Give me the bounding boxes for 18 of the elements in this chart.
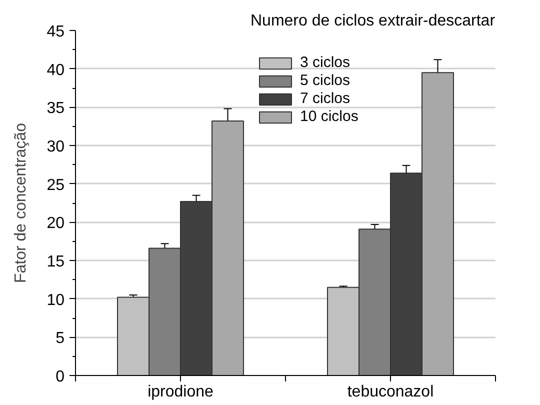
y-tick-label: 10 xyxy=(46,292,65,309)
legend-label: 3 ciclos xyxy=(300,54,350,71)
y-tick-label: 0 xyxy=(56,368,65,386)
y-tick-label: 40 xyxy=(46,62,65,79)
y-tick-label: 20 xyxy=(46,215,65,232)
x-tick-label: iprodione xyxy=(148,384,214,400)
legend-label: 5 ciclos xyxy=(300,72,350,89)
legend-label: 10 ciclos xyxy=(300,108,358,125)
y-tick-label: 35 xyxy=(46,100,65,118)
x-tick-label: tebuconazol xyxy=(347,384,434,400)
legend-title: Numero de ciclos extrair-descartar xyxy=(250,12,496,30)
y-tick-label: 15 xyxy=(46,254,65,270)
y-tick-label: 5 xyxy=(56,330,65,348)
y-tick-label: 30 xyxy=(46,138,65,156)
y-axis-title: Fator de concentração xyxy=(12,122,30,284)
y-tick-label: 45 xyxy=(46,24,65,40)
legend-label: 7 ciclos xyxy=(300,90,350,107)
y-tick-label: 25 xyxy=(46,176,65,194)
